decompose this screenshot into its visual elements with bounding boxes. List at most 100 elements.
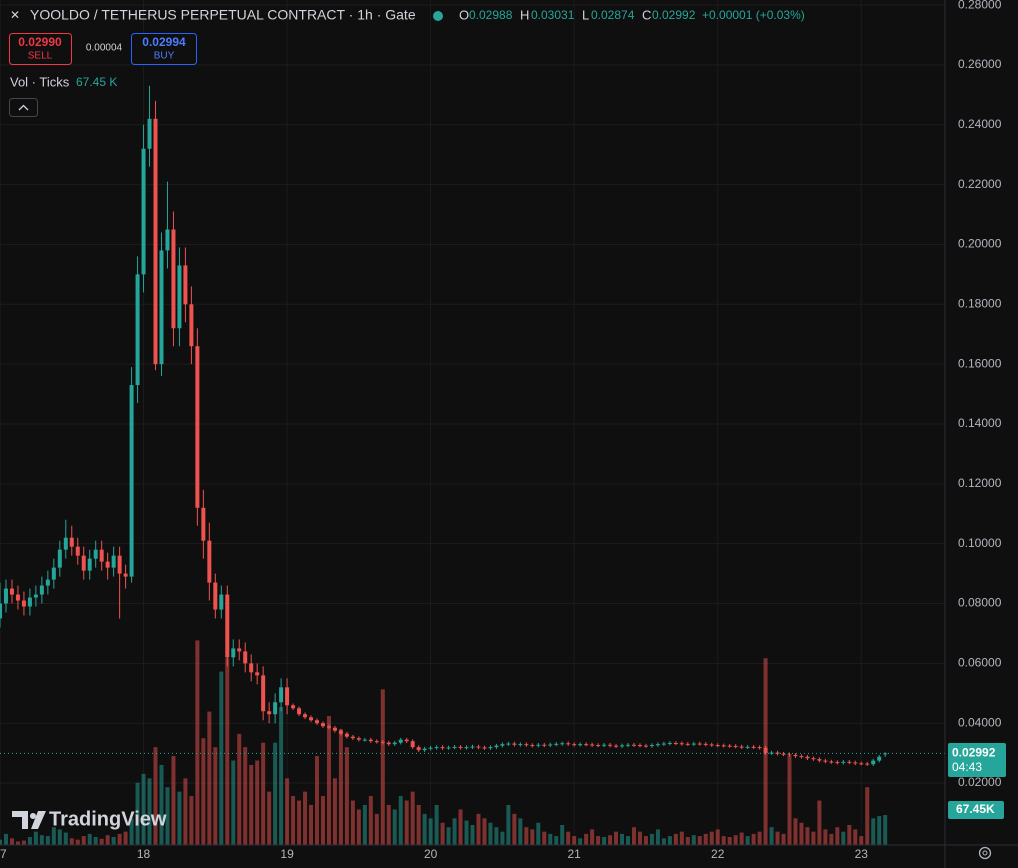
candle-body — [655, 744, 660, 746]
candle-body — [243, 651, 248, 664]
collapse-icon — [18, 104, 29, 111]
volume-bar — [548, 833, 553, 845]
last-price: 0.02992 — [952, 746, 996, 760]
volume-bar — [590, 829, 595, 845]
volume-title: Vol · Ticks — [10, 74, 70, 89]
volume-bar — [51, 827, 56, 845]
y-tick-label: 0.08000 — [958, 596, 1002, 610]
volume-bar — [877, 816, 882, 845]
y-tick-label: 0.14000 — [958, 416, 1002, 430]
volume-bar — [273, 742, 278, 845]
candle-body — [314, 720, 319, 724]
volume-bar — [566, 831, 571, 845]
candle-body — [195, 346, 200, 508]
settings-icon-core — [982, 850, 988, 856]
candle-body — [63, 537, 68, 550]
volume-bar — [141, 773, 146, 845]
y-tick-label: 0.24000 — [958, 117, 1002, 131]
candle-body — [715, 745, 720, 747]
volume-bar — [255, 760, 260, 845]
volume-bar — [338, 729, 343, 845]
volume-bar — [428, 818, 433, 845]
volume-bar — [751, 833, 756, 845]
candle-body — [380, 741, 385, 743]
buy-price: 0.02994 — [142, 35, 186, 49]
candle-body — [225, 594, 230, 658]
volume-bar — [3, 833, 8, 845]
volume-bar — [225, 658, 230, 845]
volume-bar — [344, 747, 349, 845]
volume-bar — [267, 791, 272, 845]
y-tick-label: 0.28000 — [958, 0, 1002, 11]
volume-bar — [649, 833, 654, 845]
candle-body — [39, 585, 44, 595]
volume-bar — [829, 833, 834, 845]
candle-body — [751, 746, 756, 748]
volume-bar — [685, 836, 690, 845]
volume-bar — [584, 833, 589, 845]
volume-bar — [446, 827, 451, 845]
candle-body — [285, 687, 290, 706]
candle-body — [602, 744, 607, 746]
volume-bar — [219, 671, 224, 845]
volume-bar — [237, 733, 242, 845]
candle-body — [422, 748, 427, 751]
volume-bar — [817, 800, 822, 845]
x-tick-label: 20 — [424, 847, 438, 861]
volume-bar — [452, 818, 457, 845]
volume-bar — [15, 841, 20, 845]
candle-body — [273, 702, 278, 715]
volume-bar — [578, 838, 583, 845]
volume-bar — [781, 833, 786, 845]
volume-bar — [739, 832, 744, 845]
candle-body — [123, 573, 128, 577]
candle-body — [9, 588, 14, 595]
volume-bar — [291, 796, 296, 845]
candle-body — [614, 745, 619, 747]
candle-body — [201, 507, 206, 541]
volume-bar — [165, 787, 170, 845]
sell-button[interactable] — [9, 33, 72, 65]
volume-bar — [189, 796, 194, 845]
candle-body — [356, 738, 361, 740]
candle-body — [207, 540, 212, 583]
settings-icon[interactable] — [978, 846, 992, 860]
volume-bar — [560, 824, 565, 845]
volume-bar — [135, 782, 140, 845]
volume-bar — [769, 827, 774, 845]
volume-bar — [87, 833, 92, 845]
buy-button[interactable] — [131, 33, 197, 65]
candle-body — [572, 744, 577, 746]
candle-body — [709, 744, 714, 746]
volume-bar — [757, 831, 762, 845]
candle-body — [105, 561, 110, 568]
candle-body — [596, 745, 601, 747]
volume-bar — [787, 756, 792, 845]
volume-bar — [512, 813, 517, 845]
candle-body — [99, 549, 104, 562]
volume-bar — [655, 829, 660, 845]
candle-body — [721, 745, 726, 747]
candle-body — [344, 733, 349, 737]
candle-body — [757, 747, 762, 749]
candle-body — [338, 730, 343, 734]
volume-bar — [518, 818, 523, 845]
volume-bar — [805, 827, 810, 845]
watermark: TradingView — [49, 808, 167, 830]
market-status-dot — [433, 11, 443, 21]
volume-bar — [356, 809, 361, 845]
volume-bar — [626, 836, 631, 845]
candle-body — [476, 746, 481, 748]
candle-body — [637, 745, 642, 747]
volume-bar — [488, 822, 493, 845]
volume-layer — [0, 640, 888, 845]
volume-bar — [171, 756, 176, 845]
candle-body — [482, 747, 487, 749]
collapse-button[interactable] — [9, 98, 38, 117]
candle-body — [865, 763, 870, 765]
candle-body — [362, 739, 367, 741]
candle-body — [374, 741, 379, 743]
candle-body — [27, 597, 32, 607]
volume-bar — [596, 836, 601, 845]
volume-bar — [99, 838, 104, 845]
